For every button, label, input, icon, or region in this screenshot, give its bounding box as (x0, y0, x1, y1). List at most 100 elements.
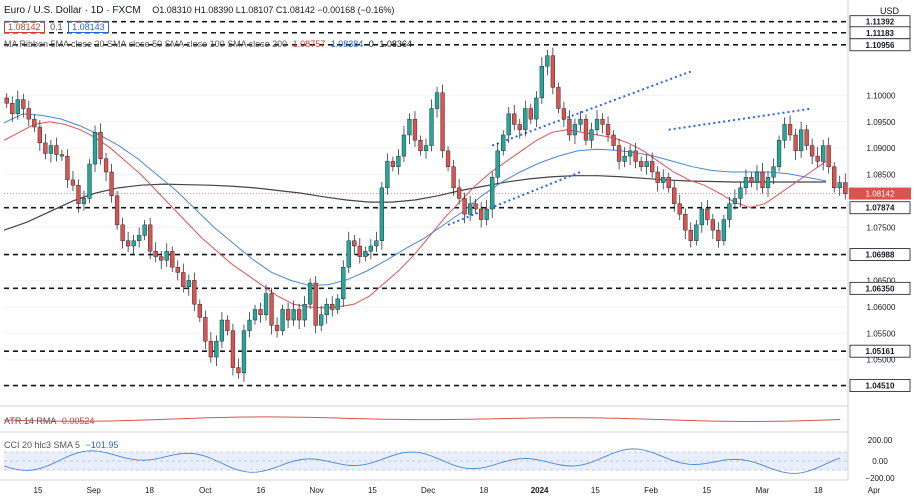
candle (810, 138, 815, 165)
candle-body (672, 187, 677, 204)
candle (10, 96, 15, 122)
candle (65, 149, 70, 188)
candle-body (804, 129, 809, 146)
bid-box[interactable]: 1.08142 (4, 21, 45, 33)
candle-body (87, 163, 92, 199)
candle-body (181, 272, 186, 287)
candle (771, 158, 776, 185)
candle-body (760, 171, 765, 189)
candle-body (48, 145, 54, 154)
candle (787, 115, 793, 141)
candle-body (506, 113, 511, 136)
candle-body (765, 177, 771, 189)
candle (798, 121, 804, 158)
candle-body (556, 87, 561, 109)
candle (76, 179, 81, 213)
candle-body (655, 171, 660, 183)
candle-body (352, 240, 357, 247)
candle-body (639, 161, 644, 167)
candle (219, 312, 225, 349)
candle (456, 178, 462, 205)
candle-body (666, 177, 671, 189)
candle (247, 312, 252, 338)
candle-body (490, 177, 495, 210)
candle-body (274, 325, 280, 331)
candle-body (694, 224, 699, 241)
candle-body (434, 92, 440, 109)
candle-body (125, 240, 131, 247)
price-tick-label: 1.10000 (867, 91, 896, 100)
candle (594, 110, 600, 136)
candle-body (821, 145, 826, 162)
candle (578, 111, 583, 132)
ma-value-dark2: 1.08364 (379, 39, 412, 49)
candle-body (164, 251, 169, 261)
candle-body (26, 108, 31, 120)
candle (793, 129, 798, 160)
candle-body (302, 303, 307, 321)
candle-body (661, 177, 666, 183)
candle (32, 114, 37, 132)
candle-body (677, 203, 682, 215)
candle (600, 113, 605, 134)
candle-body (43, 142, 48, 154)
candle (843, 173, 848, 200)
candle-body (534, 97, 539, 120)
candle (699, 202, 704, 233)
candle-body (683, 214, 688, 231)
price-tick-label: 1.05500 (867, 329, 896, 338)
moving-averages (3, 113, 827, 309)
level-tag (849, 38, 911, 52)
level-label: 1.06988 (866, 251, 895, 260)
candle (103, 152, 109, 181)
cci-legend[interactable]: CCI 20 hlc3 SMA 5 −101.95 (4, 440, 121, 450)
candle (401, 125, 407, 162)
candle-body (412, 118, 418, 141)
candle (479, 202, 484, 228)
candle-body (523, 108, 528, 130)
candle (556, 82, 561, 114)
candle (666, 172, 671, 193)
candle (710, 213, 715, 240)
candle-body (76, 185, 81, 204)
candle-body (214, 340, 219, 358)
ma-ribbon-legend[interactable]: MA Ribbon 5MA close 20 SMA close 50 SMA … (4, 39, 415, 49)
candle-body (109, 171, 114, 196)
sma50-line (3, 113, 827, 287)
atr-label: ATR 14 RMA (4, 416, 57, 426)
candle (765, 171, 771, 197)
candle-body (203, 317, 208, 342)
symbol-legend: Euro / U.S. Dollar · 1D · FXCM O1.08310 … (4, 5, 397, 16)
candle (495, 142, 500, 185)
candle (561, 101, 567, 128)
ask-box[interactable]: 1.08143 (68, 21, 109, 33)
candle-body (484, 208, 489, 220)
candle (705, 200, 710, 226)
candle-body (468, 203, 473, 215)
candle (396, 149, 401, 175)
candle (743, 169, 749, 195)
candle-body (462, 198, 467, 215)
cci-line (3, 448, 841, 474)
candle-body (65, 155, 70, 181)
atr-line (3, 416, 841, 422)
candle (440, 84, 445, 158)
candle-body (572, 124, 578, 136)
candle (688, 222, 693, 248)
trendline-upper2 (668, 107, 813, 131)
price-tick-label: 1.06500 (867, 276, 896, 285)
candle (622, 147, 627, 168)
candle (572, 118, 578, 144)
symbol-title[interactable]: Euro / U.S. Dollar · 1D · FXCM (4, 5, 141, 16)
candle-body (285, 309, 291, 321)
atr-legend[interactable]: ATR 14 RMA 0.00524 (4, 416, 97, 426)
candle (109, 164, 114, 203)
candle (672, 180, 677, 212)
candle-body (561, 108, 567, 120)
candle (412, 111, 418, 148)
time-tick-label: 18 (479, 486, 488, 495)
candle-body (605, 124, 611, 136)
candle (148, 217, 153, 260)
ma-ribbon-label: MA Ribbon 5MA close 20 SMA close 50 SMA … (4, 39, 288, 49)
